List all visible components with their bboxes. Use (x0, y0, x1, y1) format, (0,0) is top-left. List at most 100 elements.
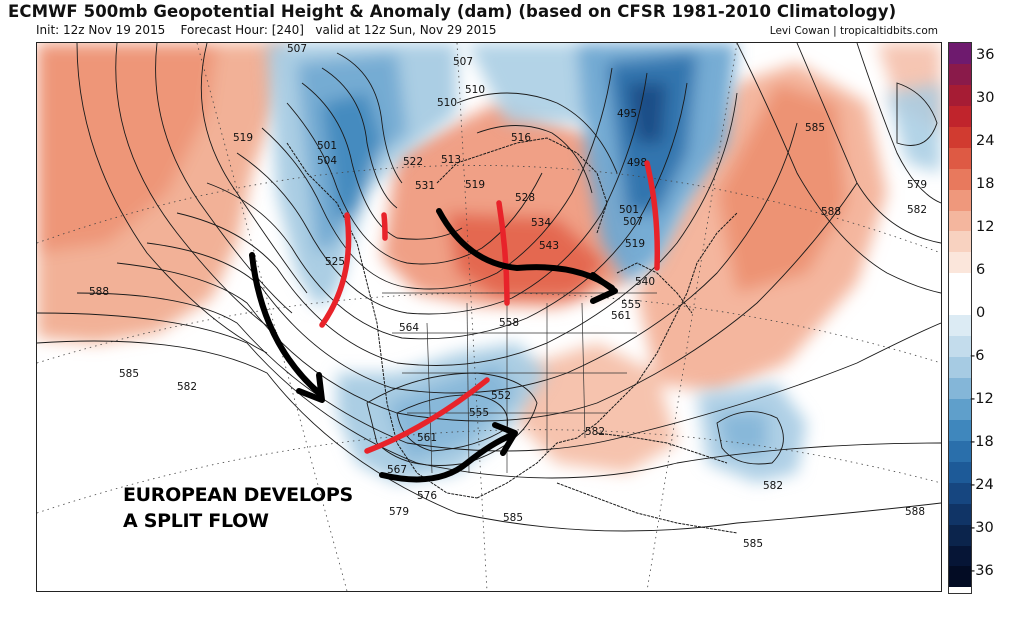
forecast-hour: Forecast Hour: [240] (180, 23, 304, 37)
colorbar-swatch (949, 398, 971, 420)
contour-label: 552 (491, 390, 511, 402)
contour-label: 519 (625, 238, 645, 250)
contour-label: 585 (119, 368, 139, 380)
colorbar (948, 42, 972, 594)
colorbar-label: -24 (970, 477, 994, 493)
colorbar-swatch (949, 63, 971, 85)
colorbar-swatch (949, 440, 971, 462)
trough-marker-central (496, 200, 510, 306)
colorbar-label: 6 (976, 262, 986, 278)
flow-arrows (249, 208, 618, 483)
contour-label: 585 (805, 122, 825, 134)
arrow-northern-jet (436, 208, 615, 291)
colorbar-swatch (949, 252, 971, 274)
trough-marker-southern (364, 377, 490, 454)
contour-label: 567 (387, 464, 407, 476)
colorbar-swatch (949, 84, 971, 106)
colorbar-label: 0 (976, 305, 986, 321)
contour-label: 513 (441, 154, 461, 166)
colorbar-swatch (949, 168, 971, 190)
contour-label: 519 (465, 179, 485, 191)
colorbar-swatch (949, 566, 971, 588)
colorbar-label: 30 (976, 90, 995, 106)
contour-label: 540 (635, 276, 655, 288)
contour-label: 504 (317, 155, 337, 167)
contour-label: 561 (417, 432, 437, 444)
map-subtitle: Init: 12z Nov 19 2015 Forecast Hour: [24… (36, 23, 497, 37)
contour-label: 582 (763, 480, 783, 492)
colorbar-swatch (949, 231, 971, 253)
colorbar-swatch (949, 357, 971, 378)
colorbar-label: -30 (970, 520, 994, 536)
colorbar-swatch (949, 419, 971, 441)
colorbar-swatch (949, 105, 971, 127)
colorbar-swatch (949, 461, 971, 483)
contour-label: 588 (821, 206, 841, 218)
contour-label: 555 (621, 299, 641, 311)
contour-label: 495 (617, 108, 637, 120)
annotation-line1: EUROPEAN DEVELOPS (123, 484, 353, 506)
map-panel: 588 585 582 519 501 504 507 507 510 510 … (36, 42, 942, 592)
contour-label: 507 (453, 56, 473, 68)
contour-labels: 588 585 582 519 501 504 507 507 510 510 … (89, 43, 927, 550)
contour-label: 585 (743, 538, 763, 550)
colorbar-swatch (949, 336, 971, 358)
contour-label: 579 (389, 506, 409, 518)
colorbar-label: 24 (976, 133, 995, 149)
contour-label: 561 (611, 310, 631, 322)
colorbar-label: 12 (976, 219, 995, 235)
contour-label: 498 (627, 157, 647, 169)
colorbar-swatch (949, 482, 971, 504)
colorbar-swatch (949, 503, 971, 525)
arrow-northern-jet-head (590, 272, 618, 304)
colorbar-label: -18 (970, 434, 994, 450)
map-canvas: 588 585 582 519 501 504 507 507 510 510 … (37, 43, 941, 591)
colorbar-swatch (949, 189, 971, 211)
colorbar-swatch (949, 43, 971, 64)
contour-label: 510 (437, 97, 457, 109)
trough-marker-small (381, 212, 388, 241)
contour-label: 501 (317, 140, 337, 152)
contour-label: 522 (403, 156, 423, 168)
colorbar-label: 36 (976, 47, 995, 63)
contour-label: 582 (177, 381, 197, 393)
contour-label: 501 (619, 204, 639, 216)
colorbar-swatch (949, 210, 971, 232)
colorbar-label: -6 (970, 348, 985, 364)
colorbar-swatch (949, 545, 971, 567)
contour-label: 534 (531, 217, 551, 229)
lat-lon-grid (37, 43, 941, 591)
contour-label: 528 (515, 192, 535, 204)
contour-label: 582 (585, 426, 605, 438)
contour-label: 579 (907, 179, 927, 191)
arrow-southern-jet (379, 432, 515, 483)
contour-label: 588 (905, 506, 925, 518)
contour-label: 558 (499, 317, 519, 329)
colorbar-swatch (949, 378, 971, 399)
colorbar-swatch (949, 315, 971, 337)
trough-marker-west (319, 212, 352, 328)
contour-label: 525 (325, 256, 345, 268)
colorbar-label: -36 (970, 563, 994, 579)
init-time: Init: 12z Nov 19 2015 (36, 23, 166, 37)
contour-label: 585 (503, 512, 523, 524)
colorbar-swatch (949, 273, 971, 295)
colorbar-label: -12 (970, 391, 994, 407)
colorbar-swatch (949, 126, 971, 148)
contour-label: 543 (539, 240, 559, 252)
valid-time: valid at 12z Sun, Nov 29 2015 (315, 23, 497, 37)
map-title: ECMWF 500mb Geopotential Height & Anomal… (8, 2, 897, 21)
trough-marker-east (644, 160, 661, 271)
arrow-westcoast-head (296, 372, 325, 403)
colorbar-label: 18 (976, 176, 995, 192)
contour-label: 582 (907, 204, 927, 216)
contour-label: 519 (233, 132, 253, 144)
contour-label: 555 (469, 407, 489, 419)
contour-label: 507 (287, 43, 307, 55)
trough-markers (319, 160, 661, 454)
contour-label: 564 (399, 322, 419, 334)
colorbar-swatch (949, 147, 971, 169)
contour-label: 516 (511, 132, 531, 144)
contour-label: 576 (417, 490, 437, 502)
arrow-westcoast (249, 252, 322, 396)
